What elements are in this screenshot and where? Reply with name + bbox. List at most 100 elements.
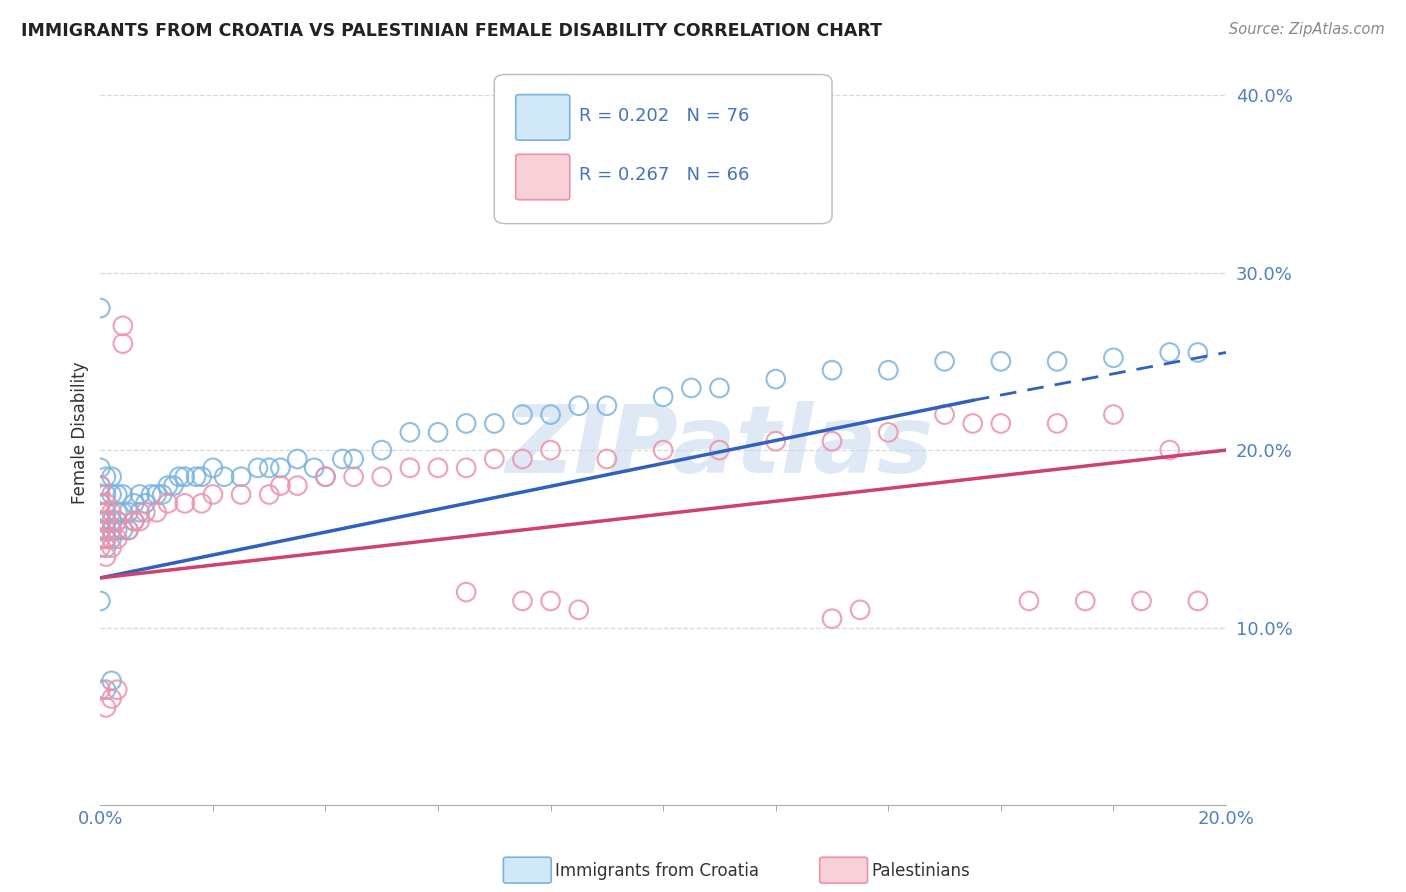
Y-axis label: Female Disability: Female Disability	[72, 361, 89, 504]
Point	[100, 523, 122, 537]
Point	[512, 594, 534, 608]
Point	[456, 460, 478, 475]
Point	[122, 496, 145, 510]
Point	[1074, 594, 1097, 608]
Point	[1159, 443, 1181, 458]
Text: Source: ZipAtlas.com: Source: ZipAtlas.com	[1229, 22, 1385, 37]
Point	[540, 408, 562, 422]
Point	[314, 469, 336, 483]
Point	[512, 408, 534, 422]
Point	[89, 487, 111, 501]
Point	[156, 478, 179, 492]
Point	[1159, 345, 1181, 359]
Point	[117, 523, 139, 537]
Point	[512, 452, 534, 467]
Point	[100, 505, 122, 519]
Point	[540, 443, 562, 458]
Point	[427, 425, 450, 440]
Point	[201, 460, 224, 475]
Point	[212, 469, 235, 483]
Point	[105, 682, 128, 697]
Point	[1102, 408, 1125, 422]
Point	[877, 425, 900, 440]
Point	[190, 469, 212, 483]
Point	[190, 496, 212, 510]
Point	[257, 460, 280, 475]
Point	[145, 505, 167, 519]
Text: ZIPatlas: ZIPatlas	[505, 401, 934, 493]
Point	[540, 594, 562, 608]
Point	[990, 354, 1012, 368]
Point	[167, 469, 190, 483]
Point	[105, 514, 128, 528]
Text: Palestinians: Palestinians	[872, 862, 970, 880]
Point	[100, 532, 122, 546]
Point	[484, 452, 506, 467]
Point	[139, 487, 162, 501]
Point	[343, 469, 366, 483]
Point	[117, 505, 139, 519]
Point	[709, 381, 731, 395]
Point	[100, 541, 122, 555]
Point	[150, 487, 173, 501]
Point	[100, 691, 122, 706]
Point	[343, 452, 366, 467]
Point	[89, 478, 111, 492]
Point	[100, 523, 122, 537]
Point	[94, 496, 117, 510]
Point	[962, 417, 984, 431]
Point	[94, 469, 117, 483]
Point	[94, 532, 117, 546]
Point	[269, 460, 291, 475]
Point	[94, 549, 117, 564]
Point	[596, 399, 619, 413]
Point	[128, 487, 150, 501]
Point	[145, 487, 167, 501]
Text: IMMIGRANTS FROM CROATIA VS PALESTINIAN FEMALE DISABILITY CORRELATION CHART: IMMIGRANTS FROM CROATIA VS PALESTINIAN F…	[21, 22, 882, 40]
Point	[456, 585, 478, 599]
Point	[285, 478, 308, 492]
Point	[89, 532, 111, 546]
Point	[89, 682, 111, 697]
Point	[89, 523, 111, 537]
Point	[94, 541, 117, 555]
Point	[184, 469, 207, 483]
Point	[111, 318, 134, 333]
Point	[156, 496, 179, 510]
Point	[269, 478, 291, 492]
Point	[456, 417, 478, 431]
Point	[332, 452, 354, 467]
Point	[246, 460, 269, 475]
Point	[1130, 594, 1153, 608]
Point	[484, 417, 506, 431]
Point	[849, 603, 872, 617]
Point	[105, 532, 128, 546]
Point	[765, 372, 787, 386]
Point	[302, 460, 325, 475]
Text: Immigrants from Croatia: Immigrants from Croatia	[555, 862, 759, 880]
Point	[399, 425, 422, 440]
Point	[128, 514, 150, 528]
Point	[89, 594, 111, 608]
Point	[371, 443, 394, 458]
Point	[201, 487, 224, 501]
Point	[94, 487, 117, 501]
Point	[89, 523, 111, 537]
Point	[1018, 594, 1040, 608]
Point	[173, 469, 195, 483]
FancyBboxPatch shape	[516, 154, 569, 200]
Point	[257, 487, 280, 501]
Point	[229, 469, 252, 483]
Point	[427, 460, 450, 475]
Point	[765, 434, 787, 449]
Point	[94, 523, 117, 537]
Point	[990, 417, 1012, 431]
Point	[100, 673, 122, 688]
Point	[94, 700, 117, 714]
Point	[105, 487, 128, 501]
Point	[1187, 594, 1209, 608]
Point	[681, 381, 703, 395]
Point	[111, 487, 134, 501]
Text: R = 0.202   N = 76: R = 0.202 N = 76	[579, 106, 749, 125]
Point	[122, 514, 145, 528]
